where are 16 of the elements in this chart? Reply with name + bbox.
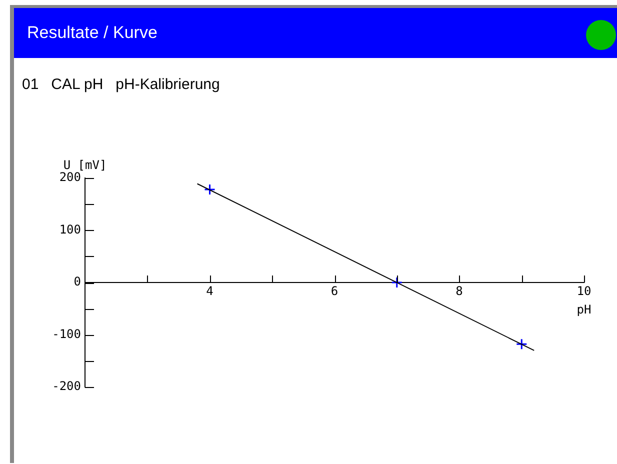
point xyxy=(516,338,528,350)
y-tick-label: 0 xyxy=(74,274,81,289)
x-axis-title: pH xyxy=(576,302,592,317)
chart-subtitle: 01 CAL pH pH-Kalibrierung xyxy=(22,76,220,93)
point xyxy=(391,276,403,288)
x-tick-label: 4 xyxy=(206,284,214,298)
x-tick-label: 8 xyxy=(456,284,463,298)
y-axis-title: U [mV] xyxy=(63,158,107,172)
x-tick-label: 10 xyxy=(576,284,592,298)
x-tick-label: 6 xyxy=(330,284,338,298)
chart-title: Resultate / Kurve xyxy=(27,23,158,42)
y-tick-label: -200 xyxy=(52,379,81,394)
y-tick-label: 100 xyxy=(59,222,81,236)
y-tick-label: 200 xyxy=(59,170,81,184)
y-tick-label: -100 xyxy=(52,326,81,341)
point xyxy=(204,184,216,196)
